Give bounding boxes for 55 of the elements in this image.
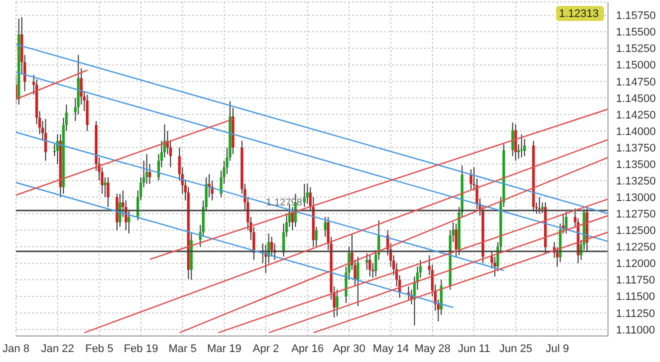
candlestick [470, 168, 472, 190]
candlestick [118, 193, 122, 228]
x-tick-label: Apr 30 [332, 342, 366, 355]
candlestick [106, 176, 110, 208]
x-tick-label: Jun 25 [499, 342, 532, 355]
y-tick-label: 1.14250 [616, 109, 656, 122]
x-tick-label: Apr 2 [252, 342, 280, 355]
candlestick [303, 183, 306, 208]
y-tick-label: 1.12250 [616, 242, 656, 254]
candlestick [148, 164, 152, 184]
y-tick-label: 1.15250 [616, 43, 656, 56]
y-tick-label: 1.13000 [616, 192, 656, 204]
y-tick-label: 1.15500 [616, 26, 656, 39]
x-tick-label: Feb 5 [85, 342, 114, 355]
y-tick-label: 1.13500 [616, 158, 656, 171]
y-tick-label: 1.13250 [616, 175, 656, 188]
candlestick [454, 223, 458, 258]
y-tick-label: 1.15750 [616, 10, 656, 22]
y-tick-label: 1.11250 [616, 308, 655, 320]
candlestick [493, 256, 496, 277]
y-tick-label: 1.14750 [616, 76, 656, 88]
y-tick-label: 1.11750 [616, 274, 655, 287]
y-tick-label: 1.12000 [616, 258, 656, 270]
candlestick [336, 289, 338, 317]
y-tick-label: 1.11500 [616, 291, 655, 304]
y-tick-label: 1.14000 [616, 126, 656, 138]
candlestick [291, 206, 294, 231]
y-tick-label: 1.13750 [616, 142, 656, 154]
x-tick-label: Jun 11 [458, 342, 490, 355]
x-tick-label: Jan 22 [41, 342, 74, 355]
candlestick [324, 216, 327, 238]
x-tick-label: Jan 8 [2, 342, 30, 355]
x-tick-label: May 28 [414, 342, 451, 355]
y-tick-label: 1.12500 [616, 225, 656, 238]
y-tick-label: 1.14500 [616, 92, 656, 105]
x-tick-label: Feb 19 [124, 342, 158, 355]
candlestick [356, 256, 360, 307]
candlestick [270, 236, 274, 258]
x-tick-label: Mar 5 [168, 342, 197, 355]
x-tick-label: May 14 [372, 342, 409, 355]
candlestick [523, 138, 526, 157]
y-tick-label: 1.12750 [616, 208, 656, 221]
candlestick [145, 154, 148, 184]
x-tick-label: Jul 9 [546, 342, 570, 355]
candlestick [520, 134, 523, 158]
candlestick [368, 254, 372, 277]
y-tick-label: 1.11000 [616, 324, 655, 336]
x-tick-label: Mar 19 [207, 342, 242, 355]
candlestick [314, 226, 318, 248]
y-tick-label: 1.15000 [616, 60, 656, 72]
candlestick [56, 134, 59, 165]
candlestick [306, 183, 309, 204]
annotation: 1.12313 [559, 8, 599, 20]
x-tick-label: Apr 16 [291, 342, 324, 355]
candlestick [538, 196, 541, 214]
